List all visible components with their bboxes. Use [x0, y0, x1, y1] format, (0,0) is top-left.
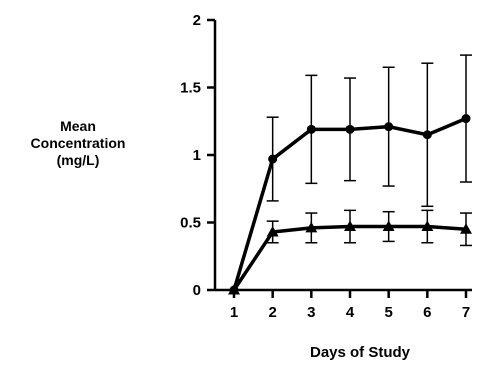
data-point [422, 130, 432, 140]
x-tick-label: 7 [462, 304, 470, 321]
y-axis-label-line-2: Concentration [30, 135, 126, 151]
data-point [382, 220, 395, 232]
y-tick-label: 1.5 [180, 80, 201, 97]
data-point [345, 124, 355, 134]
series-circle [229, 54, 472, 295]
y-axis-label-line-3: (mg/L) [56, 152, 100, 168]
y-axis-ticks: 0 0.5 1 1.5 2 [180, 12, 215, 299]
data-point [461, 114, 471, 124]
y-axis-label: Mean Concentration (mg/L) [22, 118, 134, 169]
x-tick-label: 3 [307, 304, 315, 321]
x-tick-label: 2 [268, 304, 276, 321]
data-point [306, 124, 316, 134]
y-tick-label: 2 [193, 12, 201, 29]
x-tick-label: 1 [230, 304, 238, 321]
x-tick-label: 5 [384, 304, 392, 321]
y-tick-label: 1 [193, 147, 201, 164]
data-point [228, 284, 240, 295]
x-tick-label: 6 [423, 304, 431, 321]
data-point [460, 223, 472, 234]
x-axis-label: Days of Study [309, 344, 411, 361]
data-point [268, 154, 278, 164]
data-point [344, 220, 356, 232]
y-tick-label: 0.5 [180, 215, 201, 232]
x-tick-label: 4 [346, 304, 355, 321]
y-tick-label: 0 [193, 282, 201, 299]
data-point [266, 225, 279, 237]
series-layer [228, 54, 472, 295]
data-point [305, 221, 318, 233]
x-axis-ticks: 1 2 3 4 5 6 7 [230, 290, 470, 321]
data-point [421, 220, 434, 232]
data-point [384, 122, 394, 132]
y-axis-label-line-1: Mean [60, 118, 96, 134]
series-triangle [228, 209, 472, 295]
